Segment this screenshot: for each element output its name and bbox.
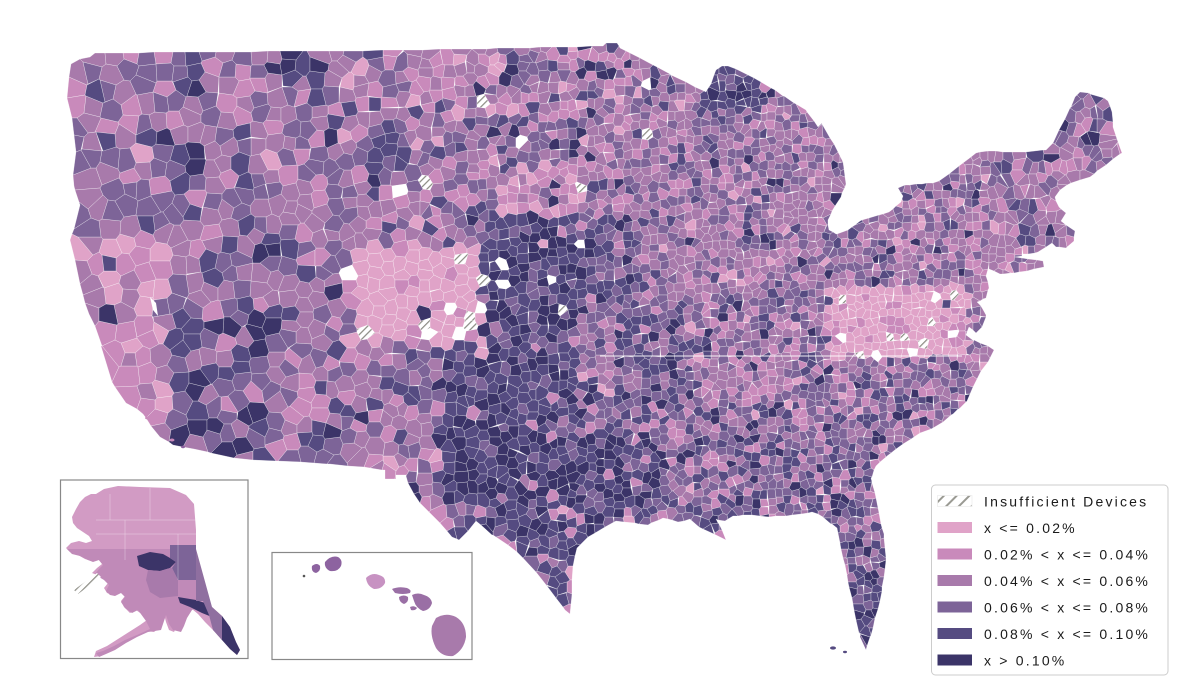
svg-text:Insufficient Devices: Insufficient Devices (984, 494, 1148, 510)
svg-text:0.04% < x <= 0.06%: 0.04% < x <= 0.06% (984, 573, 1150, 589)
svg-text:0.06% < x <= 0.08%: 0.06% < x <= 0.08% (984, 600, 1150, 616)
svg-text:0.02% < x <= 0.04%: 0.02% < x <= 0.04% (984, 547, 1150, 563)
svg-text:x <= 0.02%: x <= 0.02% (984, 520, 1077, 536)
svg-text:0.08% < x <= 0.10%: 0.08% < x <= 0.10% (984, 626, 1150, 642)
svg-text:x > 0.10%: x > 0.10% (984, 653, 1066, 669)
